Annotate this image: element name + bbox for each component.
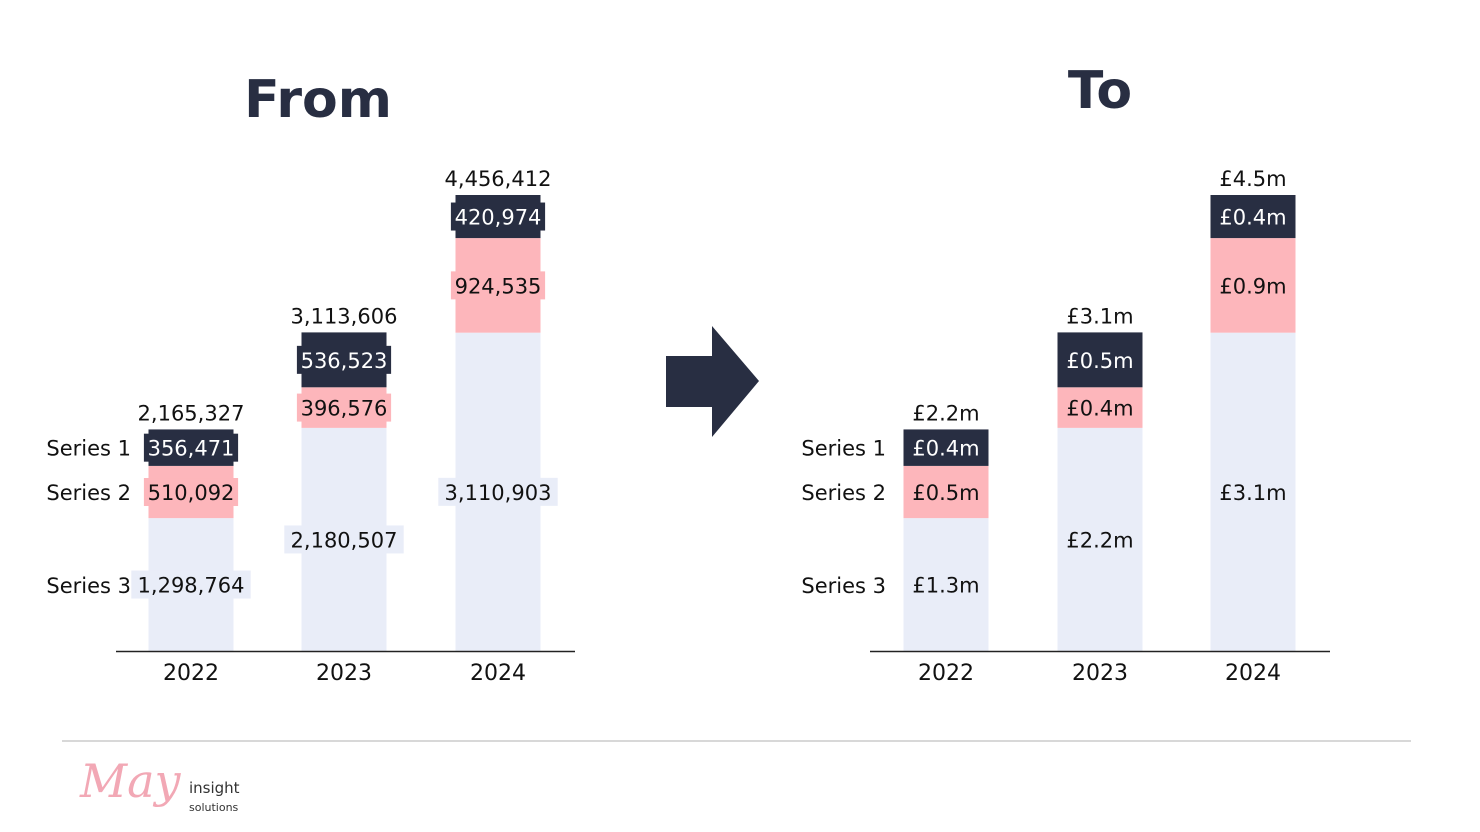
total-label-2023: £3.1m	[1066, 304, 1133, 328]
data-label-series1-2024: £0.4m	[1219, 206, 1286, 230]
to-chart: £1.3m £0.5m £0.4m £2.2m 2022 Series 1 Series 2…	[801, 167, 1330, 686]
data-label-bg	[131, 570, 251, 599]
right-arrow-icon	[666, 326, 759, 437]
bar-segment-series1-2024	[1210, 195, 1296, 239]
data-label-series2-2023: £0.4m	[1066, 397, 1133, 421]
bar-segment-series1-2022	[903, 429, 989, 466]
bar-segment-series2-2024	[1210, 238, 1296, 333]
data-label-series2-2023: 396,576	[301, 397, 388, 421]
data-label-series3-2023: £2.2m	[1066, 528, 1133, 552]
to-title: To	[1068, 61, 1132, 121]
logo-script-text: May	[79, 754, 182, 808]
data-label-bg	[143, 478, 239, 507]
data-label-series3-2024: £3.1m	[1219, 481, 1286, 505]
data-label-series3-2022: 1,298,764	[138, 574, 245, 598]
bar-segment-series1-2023	[1057, 332, 1143, 388]
total-label-2023: 3,113,606	[291, 304, 398, 328]
legend-label-series1: Series 1	[801, 437, 886, 461]
bar-segment-series3-2023	[1057, 427, 1143, 651]
data-label-series3-2024: 3,110,903	[445, 481, 552, 505]
x-tick-label-2023: 2023	[316, 661, 372, 686]
data-label-series2-2022: 510,092	[148, 481, 235, 505]
total-label-2024: £4.5m	[1219, 167, 1286, 191]
from-chart: 1,298,764 510,092 356,471 2,165,327 2022 Seri…	[46, 167, 575, 686]
data-label-bg	[450, 202, 546, 231]
legend-label-series3: Series 3	[46, 574, 131, 598]
data-label-bg	[438, 477, 558, 506]
logo-solutions-text: solutions	[189, 801, 239, 814]
data-label-bg	[296, 393, 392, 422]
from-title: From	[244, 70, 392, 130]
bar-segment-series2-2022	[903, 465, 989, 519]
bar-segment-series3-2024	[1210, 332, 1296, 651]
data-label-series3-2023: 2,180,507	[291, 528, 398, 552]
total-label-2022: £2.2m	[912, 401, 979, 425]
legend-label-series3: Series 3	[801, 574, 886, 598]
logo: May insight solutions	[79, 754, 240, 814]
logo-insight-text: insight	[189, 779, 240, 797]
data-label-series1-2022: £0.4m	[912, 437, 979, 461]
data-label-bg	[450, 271, 546, 300]
data-label-series1-2022: 356,471	[148, 437, 235, 461]
x-tick-label-2024: 2024	[470, 661, 526, 686]
x-tick-label-2023: 2023	[1072, 661, 1128, 686]
bar-segment-series3-2022	[903, 518, 989, 651]
data-label-bg	[296, 345, 392, 374]
data-label-series1-2023: £0.5m	[1066, 349, 1133, 373]
data-label-series2-2024: £0.9m	[1219, 274, 1286, 298]
data-label-bg	[143, 433, 239, 462]
x-tick-label-2024: 2024	[1225, 661, 1281, 686]
x-tick-label-2022: 2022	[918, 661, 974, 686]
total-label-2022: 2,165,327	[138, 401, 245, 425]
data-label-series1-2023: 536,523	[301, 349, 388, 373]
x-tick-label-2022: 2022	[163, 661, 219, 686]
legend-label-series2: Series 2	[46, 481, 131, 505]
total-label-2024: 4,456,412	[445, 167, 552, 191]
legend-label-series1: Series 1	[46, 437, 131, 461]
legend-label-series2: Series 2	[801, 481, 886, 505]
data-label-bg	[284, 525, 404, 554]
data-label-series2-2024: 924,535	[455, 274, 542, 298]
data-label-series2-2022: £0.5m	[912, 481, 979, 505]
data-label-series3-2022: £1.3m	[912, 574, 979, 598]
bar-segment-series2-2023	[1057, 387, 1143, 428]
data-label-series1-2024: 420,974	[455, 206, 542, 230]
